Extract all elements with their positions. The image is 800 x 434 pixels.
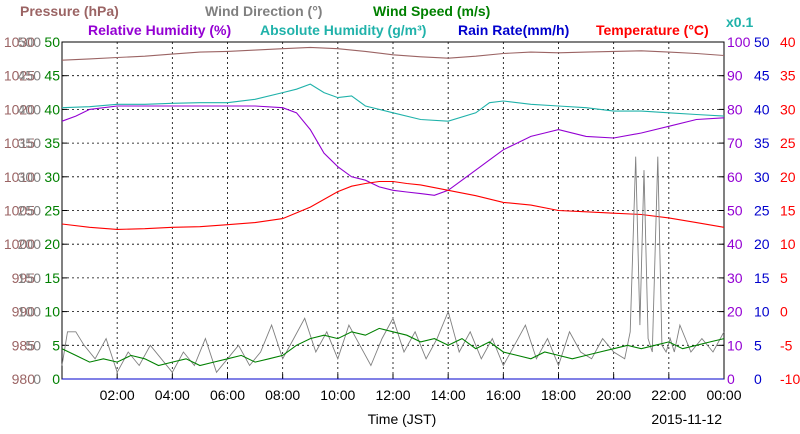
y-tick-label-humidity: 60 [727,169,743,185]
legend-entry: Wind Speed (m/s) [373,3,490,19]
y-tick-label-humidity: 40 [727,236,743,252]
series-line-5 [61,327,725,367]
series-line-3 [61,180,725,230]
y-tick-label-pressure: 1030 [4,34,35,50]
y-tick-label-wind-direction: 300 [18,169,42,185]
y-tick-label-rain-rate: 25 [754,203,770,219]
y-tick-label-wind-speed: 20 [44,236,60,252]
y-tick-label-wind-direction: 50 [25,337,41,353]
y-tick-label-humidity: 80 [727,101,743,117]
x-tick-label: 00:00 [706,387,741,403]
x-tick-label: 22:00 [651,387,686,403]
y-tick-label-temperature: 25 [780,135,796,151]
y-tick-label-humidity: 0 [727,371,735,387]
y-tick-label-rain-rate: 5 [754,337,762,353]
y-tick-label-humidity: 30 [727,270,743,286]
x-axis-label: Time (JST) [368,411,437,427]
y-tick-label-pressure: 1025 [4,68,35,84]
y-tick-label-pressure: 1020 [4,101,35,117]
abs-humidity-scale-label: x0.1 [726,14,753,30]
series-line-0 [61,46,725,61]
y-tick-label-temperature: 0 [780,304,788,320]
x-tick-label: 08:00 [265,387,300,403]
x-tick-label: 18:00 [541,387,576,403]
y-tick-label-wind-speed: 45 [44,68,60,84]
y-tick-label-wind-speed: 50 [44,34,60,50]
y-tick-label-pressure: 1010 [4,169,35,185]
y-tick-label-rain-rate: 35 [754,135,770,151]
x-tick-label: 04:00 [155,387,190,403]
series-line-2 [61,105,725,196]
y-tick-label-rain-rate: 0 [754,371,762,387]
y-tick-label-wind-speed: 5 [52,337,60,353]
y-tick-label-wind-direction: 150 [18,270,42,286]
legend-entry: Absolute Humidity (g/m³) [260,22,426,38]
y-tick-label-rain-rate: 15 [754,270,770,286]
y-tick-label-temperature: 15 [780,203,796,219]
y-tick-label-rain-rate: 30 [754,169,770,185]
y-tick-label-rain-rate: 20 [754,236,770,252]
y-tick-label-temperature: 40 [780,34,796,50]
legend-entry: Wind Direction (°) [205,3,322,19]
x-tick-label: 12:00 [375,387,410,403]
y-tick-label-pressure: 1000 [4,236,35,252]
y-tick-label-pressure: 990 [12,304,36,320]
legend-entry: Pressure (hPa) [20,3,119,19]
y-tick-label-rain-rate: 50 [754,34,770,50]
y-tick-label-rain-rate: 40 [754,101,770,117]
y-tick-label-wind-speed: 0 [52,371,60,387]
legend-entry: Relative Humidity (%) [88,22,231,38]
x-tick-label: 10:00 [320,387,355,403]
y-tick-label-wind-direction: 200 [18,236,42,252]
y-tick-label-wind-direction: 250 [18,203,42,219]
y-tick-label-humidity: 90 [727,68,743,84]
y-tick-label-rain-rate: 45 [754,68,770,84]
y-tick-label-pressure: 980 [12,371,36,387]
y-tick-label-pressure: 985 [12,337,36,353]
y-tick-label-wind-direction: 450 [18,68,42,84]
y-tick-label-pressure: 1015 [4,135,35,151]
y-tick-label-wind-speed: 25 [44,203,60,219]
date-label: 2015-11-12 [651,411,722,427]
y-tick-label-temperature: -10 [780,371,800,387]
y-tick-label-wind-direction: 400 [18,101,42,117]
x-tick-label: 06:00 [210,387,245,403]
x-tick-label: 20:00 [596,387,631,403]
y-tick-label-wind-speed: 40 [44,101,60,117]
y-tick-label-wind-direction: 350 [18,135,42,151]
y-tick-label-humidity: 20 [727,304,743,320]
y-tick-label-wind-speed: 10 [44,304,60,320]
series-line-4 [61,156,725,374]
x-tick-label: 14:00 [431,387,466,403]
y-tick-label-humidity: 70 [727,135,743,151]
y-tick-label-wind-speed: 35 [44,135,60,151]
y-tick-label-rain-rate: 10 [754,304,770,320]
legend-entry: Rain Rate(mm/h) [458,22,569,38]
x-tick-label: 16:00 [486,387,521,403]
y-tick-label-temperature: 30 [780,101,796,117]
y-tick-label-wind-direction: 500 [18,34,42,50]
y-tick-label-wind-speed: 30 [44,169,60,185]
y-tick-label-wind-direction: 100 [18,304,42,320]
y-tick-label-humidity: 50 [727,203,743,219]
legend-entry: Temperature (°C) [596,22,709,38]
y-tick-label-temperature: 20 [780,169,796,185]
y-tick-label-pressure: 1005 [4,203,35,219]
y-tick-label-wind-direction: 0 [33,371,41,387]
y-tick-label-pressure: 995 [12,270,36,286]
y-tick-label-temperature: 5 [780,270,788,286]
y-tick-label-temperature: -5 [780,337,793,353]
x-tick-label: 02:00 [100,387,135,403]
series-line-1 [61,83,725,122]
y-tick-label-temperature: 10 [780,236,796,252]
y-tick-label-wind-speed: 15 [44,270,60,286]
y-tick-label-temperature: 35 [780,68,796,84]
y-tick-label-humidity: 10 [727,337,743,353]
y-tick-label-humidity: 100 [727,34,751,50]
